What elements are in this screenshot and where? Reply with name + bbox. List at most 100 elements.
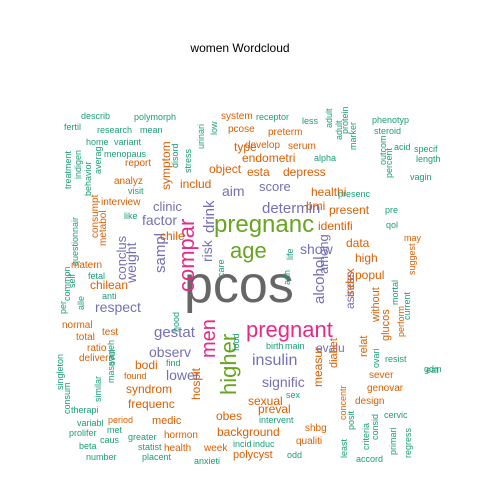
word-diabet: diabet <box>328 338 340 368</box>
word-consumpt: consumpt <box>90 194 101 238</box>
word-genovar: genovar <box>367 383 404 394</box>
word-consum: consum <box>62 382 72 414</box>
word-urinari: urinari <box>196 124 206 149</box>
word-lower: lower <box>166 367 200 383</box>
word-variant: variant <box>114 137 142 147</box>
word-without: without <box>370 287 382 323</box>
word-protein: protein <box>340 106 350 134</box>
word-period: period <box>108 415 133 425</box>
word-accord: accord <box>356 454 383 464</box>
word-frequenc: frequenc <box>128 397 175 411</box>
word-eat: eat <box>426 365 439 375</box>
word-bodi: bodi <box>135 358 158 372</box>
word-sexual: sexual <box>248 394 283 408</box>
word-data: data <box>346 236 370 250</box>
word-bmi: bmi <box>306 199 325 213</box>
word-signific: signific <box>262 374 305 390</box>
word-hospit: hospit <box>189 367 203 400</box>
word-factor: factor <box>142 212 177 228</box>
word-show: show <box>300 241 334 257</box>
word-shbg: shbg <box>305 423 327 434</box>
word-indigen: indigen <box>73 150 83 179</box>
word-normal: normal <box>62 320 93 331</box>
word-vagin: vagin <box>410 172 432 182</box>
word-averag: averag <box>93 146 103 174</box>
word-resist: resist <box>385 354 407 364</box>
word-present: present <box>329 203 370 217</box>
word-statist: statist <box>138 442 162 452</box>
word-matern: matern <box>71 260 102 271</box>
word-food: food <box>231 333 241 351</box>
word-caus: caus <box>100 435 120 445</box>
word-qol: qol <box>386 220 398 230</box>
word-high: high <box>355 251 378 265</box>
word-polycyst: polycyst <box>233 449 273 461</box>
word-consid: consid <box>370 414 380 440</box>
word-ovari: ovari <box>371 348 381 368</box>
word-therapi: therapi <box>71 405 99 415</box>
word-placent: placent <box>142 452 172 462</box>
word-may: may <box>404 233 422 243</box>
word-percent: percent <box>384 147 394 178</box>
word-alle: alle <box>76 296 86 310</box>
word-suggest: suggest <box>407 243 417 275</box>
word-age: age <box>230 238 267 263</box>
word-pre: pre <box>385 205 398 215</box>
word-odd: odd <box>287 450 302 460</box>
word-obes: obes <box>216 409 242 423</box>
word-phenotyp: phenotyp <box>372 115 409 125</box>
word-fetal: fetal <box>88 271 105 281</box>
word-describ: describ <box>81 111 110 121</box>
word-induc: induc <box>253 439 275 449</box>
word-compar: compar <box>174 219 199 292</box>
word-adult: adult <box>334 120 344 140</box>
word-research: research <box>97 125 132 135</box>
word-mean: mean <box>140 125 163 135</box>
word-insulin: insulin <box>252 352 297 369</box>
word-interview: interview <box>101 197 141 208</box>
word-aim: aim <box>222 183 245 199</box>
word-assess: assess <box>343 272 357 309</box>
word-met: met <box>107 425 123 435</box>
word-treatment: treatment <box>63 150 73 189</box>
word-symptom: symptom <box>159 141 173 190</box>
word-glucos: glucos <box>380 309 392 341</box>
word-preterm: preterm <box>268 127 302 138</box>
word-low: low <box>209 121 219 135</box>
word-acid: acid <box>394 142 411 152</box>
word-main: main <box>285 341 305 351</box>
word-object: object <box>209 162 242 176</box>
word-length: length <box>416 154 441 164</box>
word-alpha: alpha <box>314 153 336 163</box>
word-higher: higher <box>216 334 241 395</box>
word-adult: adult <box>324 108 334 128</box>
word-pcos: pcos <box>184 256 294 314</box>
word-includ: includ <box>180 177 211 191</box>
word-evalu: evalu <box>316 341 345 355</box>
word-presenc: presenc <box>338 189 371 199</box>
word-find: find <box>166 358 181 368</box>
word-perform: perform <box>396 306 406 337</box>
word-anti: anti <box>102 291 117 301</box>
word-hormon: hormon <box>164 430 198 441</box>
word-depress: depress <box>283 165 326 179</box>
word-weight: weight <box>123 242 139 284</box>
word-steroid: steroid <box>374 126 401 136</box>
word-similar: similar <box>93 376 103 402</box>
word-hood: hood <box>171 312 181 332</box>
word-greater: greater <box>128 432 157 442</box>
word-singleton: singleton <box>55 354 65 390</box>
word-measur: measur <box>311 347 325 387</box>
word-found: found <box>124 371 147 381</box>
word-analyz: analyz <box>114 176 143 187</box>
word-qualiti: qualiti <box>296 436 322 447</box>
word-sever: sever <box>369 370 394 381</box>
word-outcom: outcom <box>378 135 388 165</box>
word-anxieti: anxieti <box>194 456 220 466</box>
word-week: week <box>203 443 228 454</box>
word-behavior: behavior <box>83 161 93 196</box>
word-self: self <box>67 273 77 288</box>
word-system: system <box>221 111 253 122</box>
word-risk: risk <box>199 239 215 262</box>
